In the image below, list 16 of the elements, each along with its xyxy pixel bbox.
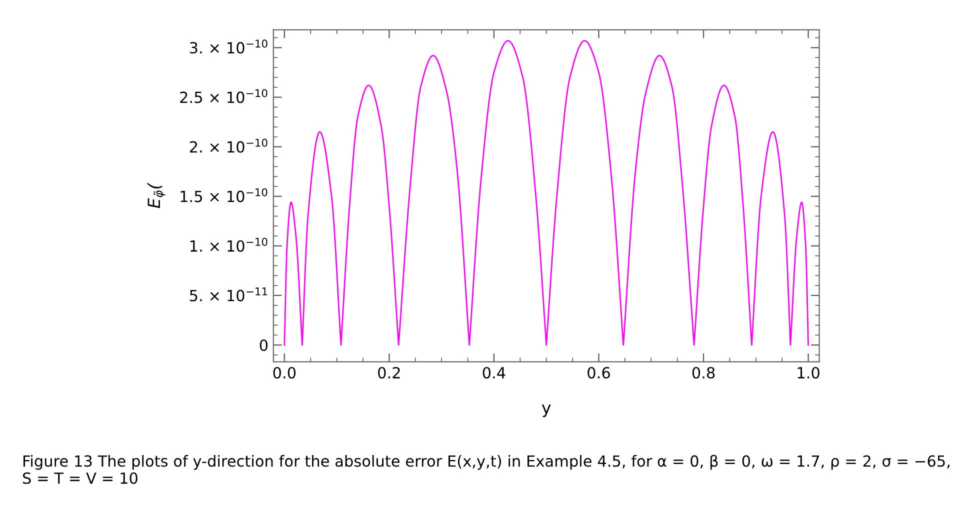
x-tick-label: 0.0 xyxy=(273,366,296,379)
y-tick-label: 2.5 × 10$^{−10}$ xyxy=(180,89,268,104)
y-tick-label: 3. × 10$^{−10}$ xyxy=(190,40,268,54)
y-axis-title: E$_{φ̃}$( xyxy=(147,182,166,208)
y-tick-label: 1. × 10$^{−10}$ xyxy=(190,238,268,252)
x-tick-label: 0.2 xyxy=(378,366,400,379)
y-tick-label: 0 xyxy=(260,339,268,352)
x-tick-label: 0.4 xyxy=(482,366,506,379)
y-tick-label: 1.5 × 10$^{−10}$ xyxy=(180,188,268,202)
x-tick-label: 0.6 xyxy=(588,366,610,379)
x-tick-label: 0.8 xyxy=(692,366,715,379)
caption: Figure 13 The plots of y-direction for the absolute error E(x,y,t) in Example 4.5, for α = 0, β = 0, ω = 1.7, ρ = 2, σ = −65, S = T = V = 10 xyxy=(22,454,950,484)
x-axis-title: y xyxy=(542,404,551,418)
y-tick-label: 2. × 10$^{−10}$ xyxy=(190,138,268,153)
x-tick-label: 1.0 xyxy=(798,366,820,379)
y-tick-label: 5. × 10$^{−11}$ xyxy=(190,288,268,302)
